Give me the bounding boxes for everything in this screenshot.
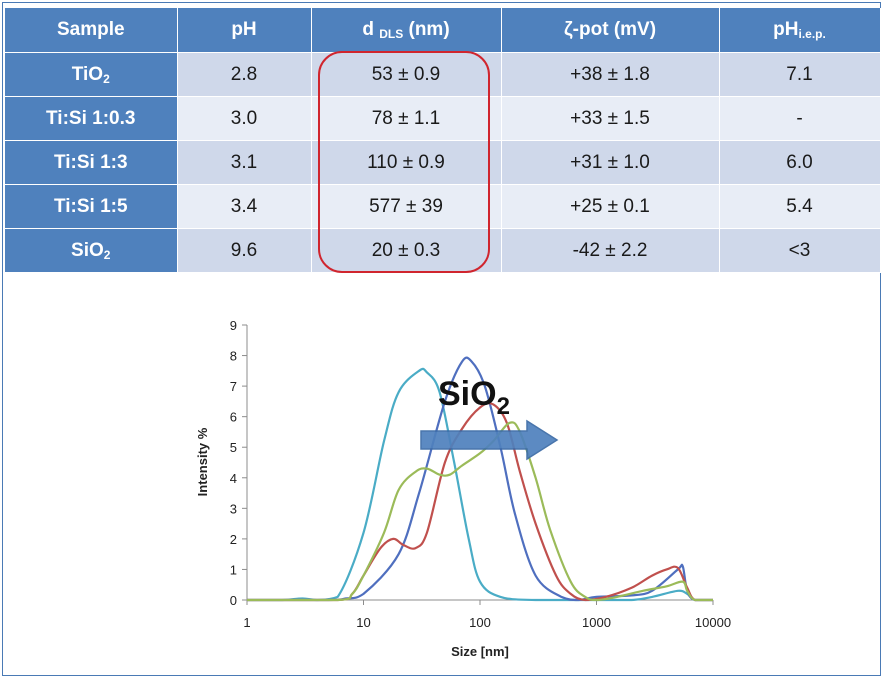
table-row: Ti:Si 1:5 3.4 577 ± 39 +25 ± 0.1 5.4 [5,184,881,229]
cell-ph: 9.6 [177,228,312,273]
y-tick-label: 5 [230,440,237,455]
sio2-annotation: SiO2 [438,375,510,420]
cell-sample: SiO2 [5,228,178,273]
y-tick-label: 8 [230,349,237,364]
cell-zeta: +33 ± 1.5 [501,96,720,141]
header-ph-iep: pHi.e.p. [719,8,881,53]
x-axis-label: Size [nm] [451,644,509,659]
x-tick-label: 1 [243,615,250,630]
header-zeta-potential: ζ-pot (mV) [501,8,720,53]
cell-iep: <3 [719,228,881,273]
table-row: Ti:Si 1:3 3.1 110 ± 0.9 +31 ± 1.0 6.0 [5,140,881,185]
cell-sample: TiO2 [5,52,178,97]
x-tick-label: 100 [469,615,491,630]
table-row: TiO2 2.8 53 ± 0.9 +38 ± 1.8 7.1 [5,52,881,97]
y-tick-label: 4 [230,471,237,486]
y-tick-label: 6 [230,410,237,425]
cell-zeta: +31 ± 1.0 [501,140,720,185]
cell-zeta: +25 ± 0.1 [501,184,720,229]
cell-d-dls: 20 ± 0.3 [311,228,502,273]
cell-zeta: +38 ± 1.8 [501,52,720,97]
cell-iep: 6.0 [719,140,881,185]
cell-iep: - [719,96,881,141]
cell-ph: 3.4 [177,184,312,229]
table-header-row: Sample pH d DLS (nm) ζ-pot (mV) pHi.e.p. [5,8,881,53]
series-line-3 [246,402,713,602]
cell-d-dls: 78 ± 1.1 [311,96,502,141]
cell-sample: Ti:Si 1:5 [5,184,178,229]
header-ph: pH [177,8,312,53]
arrow-shape [420,419,559,461]
y-tick-label: 1 [230,562,237,577]
series-line-2 [246,356,713,602]
table-row: Ti:Si 1:0.3 3.0 78 ± 1.1 +33 ± 1.5 - [5,96,881,141]
cell-ph: 2.8 [177,52,312,97]
x-tick-label: 1000 [582,615,611,630]
cell-zeta: -42 ± 2.2 [501,228,720,273]
series-line-4 [246,421,713,602]
cell-iep: 5.4 [719,184,881,229]
cell-iep: 7.1 [719,52,881,97]
cell-d-dls: 110 ± 0.9 [311,140,502,185]
x-tick-label: 10000 [695,615,731,630]
y-axis-label: Intensity % [195,427,210,496]
annotation-layer: SiO2 [420,375,559,461]
cell-ph: 3.1 [177,140,312,185]
y-tick-label: 7 [230,379,237,394]
y-tick-label: 3 [230,501,237,516]
y-tick-label: 2 [230,532,237,547]
cell-sample: Ti:Si 1:3 [5,140,178,185]
header-sample: Sample [5,8,178,53]
results-table: Sample pH d DLS (nm) ζ-pot (mV) pHi.e.p.… [5,8,881,273]
cell-sample: Ti:Si 1:0.3 [5,96,178,141]
table-row: SiO2 9.6 20 ± 0.3 -42 ± 2.2 <3 [5,228,881,273]
series-line-1 [246,367,713,602]
y-tick-label: 0 [230,593,237,608]
x-tick-label: 10 [356,615,370,630]
cell-ph: 3.0 [177,96,312,141]
cell-d-dls: 577 ± 39 [311,184,502,229]
series-lines [246,356,713,602]
y-tick-label: 9 [230,318,237,333]
cell-d-dls: 53 ± 0.9 [311,52,502,97]
